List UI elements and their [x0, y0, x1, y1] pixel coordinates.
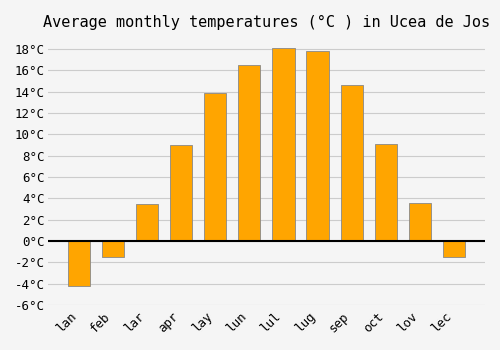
Bar [443, 241, 465, 257]
Bar [340, 85, 363, 241]
Title: Average monthly temperatures (°C ) in Ucea de Jos: Average monthly temperatures (°C ) in Uc… [43, 15, 490, 30]
Bar [136, 204, 158, 241]
Bar [306, 51, 328, 241]
Bar [170, 145, 192, 241]
Bar [409, 203, 431, 241]
Bar [272, 48, 294, 241]
Bar [102, 241, 124, 257]
Bar [68, 241, 90, 286]
Bar [204, 93, 227, 241]
Bar [238, 65, 260, 241]
Bar [374, 144, 397, 241]
